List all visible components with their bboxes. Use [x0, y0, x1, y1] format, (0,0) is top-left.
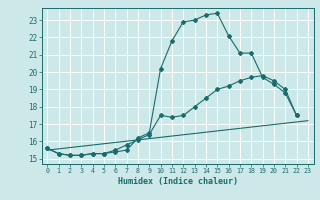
X-axis label: Humidex (Indice chaleur): Humidex (Indice chaleur) [118, 177, 237, 186]
